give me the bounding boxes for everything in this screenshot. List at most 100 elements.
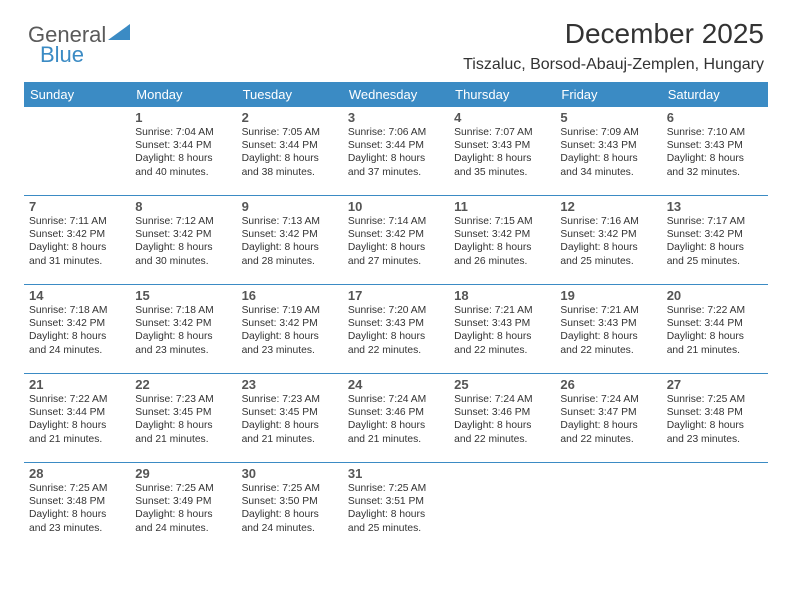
daylight-text: Daylight: 8 hours and 21 minutes. xyxy=(29,419,125,445)
sunrise-text: Sunrise: 7:07 AM xyxy=(454,126,550,139)
sunrise-text: Sunrise: 7:25 AM xyxy=(135,482,231,495)
sunrise-text: Sunrise: 7:10 AM xyxy=(667,126,763,139)
sunrise-text: Sunrise: 7:25 AM xyxy=(348,482,444,495)
sunrise-text: Sunrise: 7:15 AM xyxy=(454,215,550,228)
sunrise-text: Sunrise: 7:23 AM xyxy=(242,393,338,406)
day-cell: 23Sunrise: 7:23 AMSunset: 3:45 PMDayligh… xyxy=(237,374,343,462)
sunrise-text: Sunrise: 7:23 AM xyxy=(135,393,231,406)
day-cell: 19Sunrise: 7:21 AMSunset: 3:43 PMDayligh… xyxy=(555,285,661,373)
sunset-text: Sunset: 3:48 PM xyxy=(29,495,125,508)
sunset-text: Sunset: 3:43 PM xyxy=(560,317,656,330)
sunrise-text: Sunrise: 7:25 AM xyxy=(242,482,338,495)
day-number: 15 xyxy=(135,288,231,303)
brand-text-2-wrap: Blue xyxy=(40,42,84,68)
day-cell: 2Sunrise: 7:05 AMSunset: 3:44 PMDaylight… xyxy=(237,107,343,195)
day-number: 2 xyxy=(242,110,338,125)
sunset-text: Sunset: 3:44 PM xyxy=(242,139,338,152)
sunset-text: Sunset: 3:43 PM xyxy=(667,139,763,152)
day-cell: 3Sunrise: 7:06 AMSunset: 3:44 PMDaylight… xyxy=(343,107,449,195)
sunset-text: Sunset: 3:42 PM xyxy=(454,228,550,241)
sunrise-text: Sunrise: 7:17 AM xyxy=(667,215,763,228)
sunrise-text: Sunrise: 7:25 AM xyxy=(29,482,125,495)
day-cell: 1Sunrise: 7:04 AMSunset: 3:44 PMDaylight… xyxy=(130,107,236,195)
weekday-header: Saturday xyxy=(662,82,768,107)
sunset-text: Sunset: 3:42 PM xyxy=(29,228,125,241)
day-cell xyxy=(24,107,130,195)
day-cell: 7Sunrise: 7:11 AMSunset: 3:42 PMDaylight… xyxy=(24,196,130,284)
sunrise-text: Sunrise: 7:09 AM xyxy=(560,126,656,139)
day-number: 22 xyxy=(135,377,231,392)
day-number: 30 xyxy=(242,466,338,481)
day-cell: 31Sunrise: 7:25 AMSunset: 3:51 PMDayligh… xyxy=(343,463,449,551)
day-cell: 11Sunrise: 7:15 AMSunset: 3:42 PMDayligh… xyxy=(449,196,555,284)
sunrise-text: Sunrise: 7:21 AM xyxy=(454,304,550,317)
sunrise-text: Sunrise: 7:11 AM xyxy=(29,215,125,228)
daylight-text: Daylight: 8 hours and 22 minutes. xyxy=(454,419,550,445)
daylight-text: Daylight: 8 hours and 22 minutes. xyxy=(560,330,656,356)
daylight-text: Daylight: 8 hours and 25 minutes. xyxy=(348,508,444,534)
day-cell: 5Sunrise: 7:09 AMSunset: 3:43 PMDaylight… xyxy=(555,107,661,195)
sunset-text: Sunset: 3:47 PM xyxy=(560,406,656,419)
sunrise-text: Sunrise: 7:22 AM xyxy=(29,393,125,406)
daylight-text: Daylight: 8 hours and 23 minutes. xyxy=(29,508,125,534)
sunrise-text: Sunrise: 7:20 AM xyxy=(348,304,444,317)
sunset-text: Sunset: 3:42 PM xyxy=(135,317,231,330)
daylight-text: Daylight: 8 hours and 32 minutes. xyxy=(667,152,763,178)
day-number: 3 xyxy=(348,110,444,125)
sunrise-text: Sunrise: 7:18 AM xyxy=(29,304,125,317)
day-number: 4 xyxy=(454,110,550,125)
sunrise-text: Sunrise: 7:06 AM xyxy=(348,126,444,139)
brand-text-2: Blue xyxy=(40,42,84,67)
day-number: 11 xyxy=(454,199,550,214)
sunrise-text: Sunrise: 7:24 AM xyxy=(348,393,444,406)
day-number: 24 xyxy=(348,377,444,392)
day-cell xyxy=(662,463,768,551)
day-number: 28 xyxy=(29,466,125,481)
page-title: December 2025 xyxy=(565,18,764,50)
daylight-text: Daylight: 8 hours and 24 minutes. xyxy=(29,330,125,356)
day-number: 26 xyxy=(560,377,656,392)
day-number: 16 xyxy=(242,288,338,303)
sunset-text: Sunset: 3:49 PM xyxy=(135,495,231,508)
day-number: 18 xyxy=(454,288,550,303)
weekday-header: Thursday xyxy=(449,82,555,107)
day-cell: 30Sunrise: 7:25 AMSunset: 3:50 PMDayligh… xyxy=(237,463,343,551)
day-cell: 15Sunrise: 7:18 AMSunset: 3:42 PMDayligh… xyxy=(130,285,236,373)
sunset-text: Sunset: 3:42 PM xyxy=(348,228,444,241)
sunset-text: Sunset: 3:43 PM xyxy=(454,317,550,330)
day-cell: 13Sunrise: 7:17 AMSunset: 3:42 PMDayligh… xyxy=(662,196,768,284)
location-text: Tiszaluc, Borsod-Abauj-Zemplen, Hungary xyxy=(463,56,764,74)
sunrise-text: Sunrise: 7:05 AM xyxy=(242,126,338,139)
weekday-header: Tuesday xyxy=(237,82,343,107)
daylight-text: Daylight: 8 hours and 37 minutes. xyxy=(348,152,444,178)
day-number: 6 xyxy=(667,110,763,125)
week-row: 7Sunrise: 7:11 AMSunset: 3:42 PMDaylight… xyxy=(24,195,768,284)
sunset-text: Sunset: 3:43 PM xyxy=(348,317,444,330)
daylight-text: Daylight: 8 hours and 23 minutes. xyxy=(667,419,763,445)
day-cell: 29Sunrise: 7:25 AMSunset: 3:49 PMDayligh… xyxy=(130,463,236,551)
brand-triangle-icon xyxy=(108,24,130,47)
day-cell: 16Sunrise: 7:19 AMSunset: 3:42 PMDayligh… xyxy=(237,285,343,373)
day-cell: 4Sunrise: 7:07 AMSunset: 3:43 PMDaylight… xyxy=(449,107,555,195)
sunrise-text: Sunrise: 7:13 AM xyxy=(242,215,338,228)
day-number: 25 xyxy=(454,377,550,392)
sunrise-text: Sunrise: 7:24 AM xyxy=(560,393,656,406)
sunset-text: Sunset: 3:43 PM xyxy=(560,139,656,152)
day-cell: 10Sunrise: 7:14 AMSunset: 3:42 PMDayligh… xyxy=(343,196,449,284)
daylight-text: Daylight: 8 hours and 28 minutes. xyxy=(242,241,338,267)
day-number: 1 xyxy=(135,110,231,125)
day-cell: 22Sunrise: 7:23 AMSunset: 3:45 PMDayligh… xyxy=(130,374,236,462)
sunset-text: Sunset: 3:46 PM xyxy=(348,406,444,419)
sunrise-text: Sunrise: 7:24 AM xyxy=(454,393,550,406)
sunset-text: Sunset: 3:51 PM xyxy=(348,495,444,508)
day-number: 21 xyxy=(29,377,125,392)
day-cell: 28Sunrise: 7:25 AMSunset: 3:48 PMDayligh… xyxy=(24,463,130,551)
sunrise-text: Sunrise: 7:25 AM xyxy=(667,393,763,406)
daylight-text: Daylight: 8 hours and 26 minutes. xyxy=(454,241,550,267)
daylight-text: Daylight: 8 hours and 40 minutes. xyxy=(135,152,231,178)
daylight-text: Daylight: 8 hours and 35 minutes. xyxy=(454,152,550,178)
day-number: 12 xyxy=(560,199,656,214)
day-cell: 9Sunrise: 7:13 AMSunset: 3:42 PMDaylight… xyxy=(237,196,343,284)
daylight-text: Daylight: 8 hours and 23 minutes. xyxy=(242,330,338,356)
day-number: 8 xyxy=(135,199,231,214)
